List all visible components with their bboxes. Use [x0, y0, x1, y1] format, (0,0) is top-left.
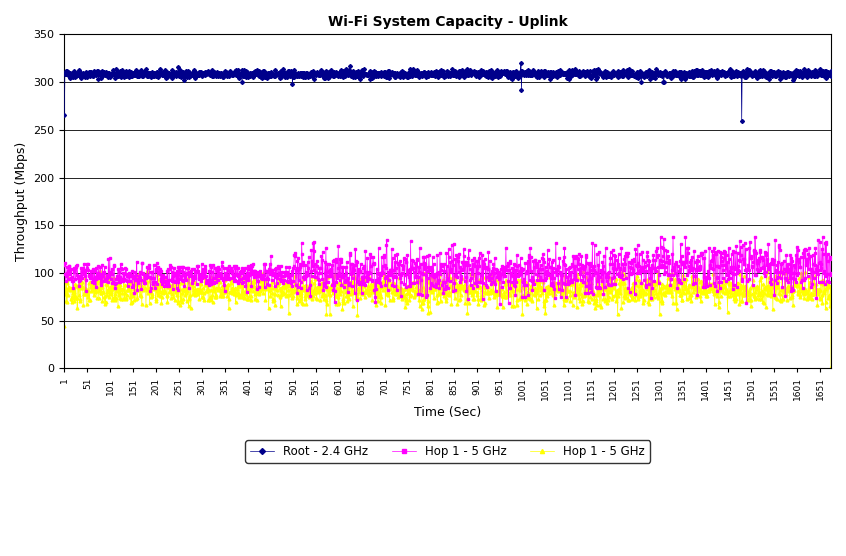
Root - 2.4 GHz: [303, 71, 313, 77]
Hop 1 - 5 GHz: [293, 257, 303, 264]
Root - 2.4 GHz: [695, 71, 705, 77]
Hop 1 - 5 GHz: [164, 289, 174, 296]
Hop 1 - 5 GHz: [468, 285, 478, 292]
Line: Root - 2.4 GHz: Root - 2.4 GHz: [63, 62, 832, 122]
Root - 2.4 GHz: [60, 70, 70, 76]
Root - 2.4 GHz: [826, 67, 836, 74]
Root - 2.4 GHz: [59, 112, 69, 119]
Hop 1 - 5 GHz: [826, 363, 836, 370]
Legend: Root - 2.4 GHz, Hop 1 - 5 GHz, Hop 1 - 5 GHz: Root - 2.4 GHz, Hop 1 - 5 GHz, Hop 1 - 5…: [245, 440, 650, 463]
Hop 1 - 5 GHz: [304, 287, 314, 294]
Root - 2.4 GHz: [467, 70, 477, 76]
Root - 2.4 GHz: [293, 72, 303, 79]
Title: Wi-Fi System Capacity - Uplink: Wi-Fi System Capacity - Uplink: [328, 15, 568, 29]
X-axis label: Time (Sec): Time (Sec): [414, 406, 481, 419]
Hop 1 - 5 GHz: [59, 262, 69, 269]
Y-axis label: Throughput (Mbps): Throughput (Mbps): [15, 142, 28, 261]
Hop 1 - 5 GHz: [293, 288, 303, 295]
Line: Hop 1 - 5 GHz: Hop 1 - 5 GHz: [63, 270, 832, 368]
Hop 1 - 5 GHz: [60, 271, 70, 277]
Hop 1 - 5 GHz: [495, 300, 505, 307]
Hop 1 - 5 GHz: [656, 234, 666, 240]
Hop 1 - 5 GHz: [695, 263, 706, 270]
Root - 2.4 GHz: [516, 59, 526, 66]
Hop 1 - 5 GHz: [826, 272, 836, 279]
Hop 1 - 5 GHz: [95, 268, 105, 275]
Hop 1 - 5 GHz: [467, 267, 477, 274]
Hop 1 - 5 GHz: [695, 279, 705, 286]
Hop 1 - 5 GHz: [303, 265, 313, 271]
Root - 2.4 GHz: [737, 118, 747, 125]
Hop 1 - 5 GHz: [164, 276, 174, 283]
Hop 1 - 5 GHz: [59, 323, 69, 330]
Line: Hop 1 - 5 GHz: Hop 1 - 5 GHz: [63, 235, 832, 305]
Root - 2.4 GHz: [164, 72, 174, 78]
Hop 1 - 5 GHz: [60, 289, 70, 296]
